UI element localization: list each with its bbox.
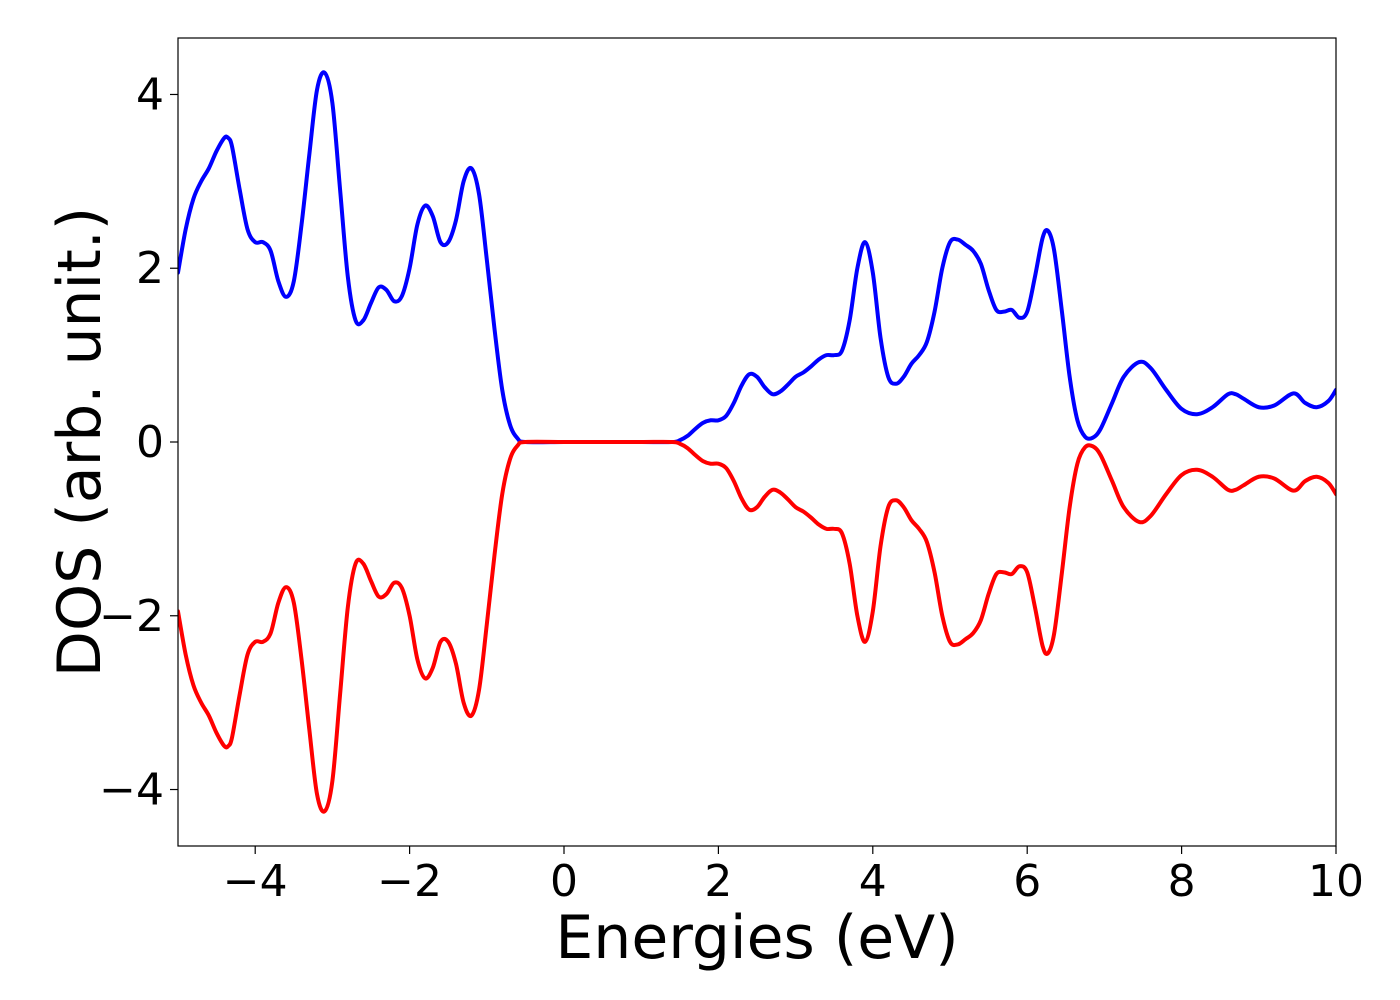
- y-tick-label: 2: [136, 243, 164, 294]
- x-tick-label: 4: [859, 856, 887, 907]
- x-tick-label: 10: [1308, 856, 1364, 907]
- x-tick-label: 6: [1013, 856, 1041, 907]
- y-tick-label: −4: [99, 765, 164, 816]
- y-tick-label: 0: [136, 417, 164, 468]
- y-axis-label: DOS (arb. unit.): [45, 207, 115, 677]
- series-layer: [178, 70, 1336, 814]
- x-tick-label: 8: [1168, 856, 1196, 907]
- x-axis: −4 −2 0 2 4 6 8 10: [223, 846, 1364, 907]
- x-axis-label: Energies (eV): [555, 903, 958, 973]
- y-tick-label: −2: [99, 591, 164, 642]
- x-tick-label: −4: [223, 856, 288, 907]
- x-tick-label: −2: [377, 856, 442, 907]
- y-tick-label: 4: [136, 69, 164, 120]
- x-tick-label: 0: [550, 856, 578, 907]
- x-tick-label: 2: [704, 856, 732, 907]
- y-axis: −4 −2 0 2 4: [99, 69, 178, 816]
- series-line-blue: [178, 70, 1336, 445]
- series-line-red: [178, 439, 1336, 814]
